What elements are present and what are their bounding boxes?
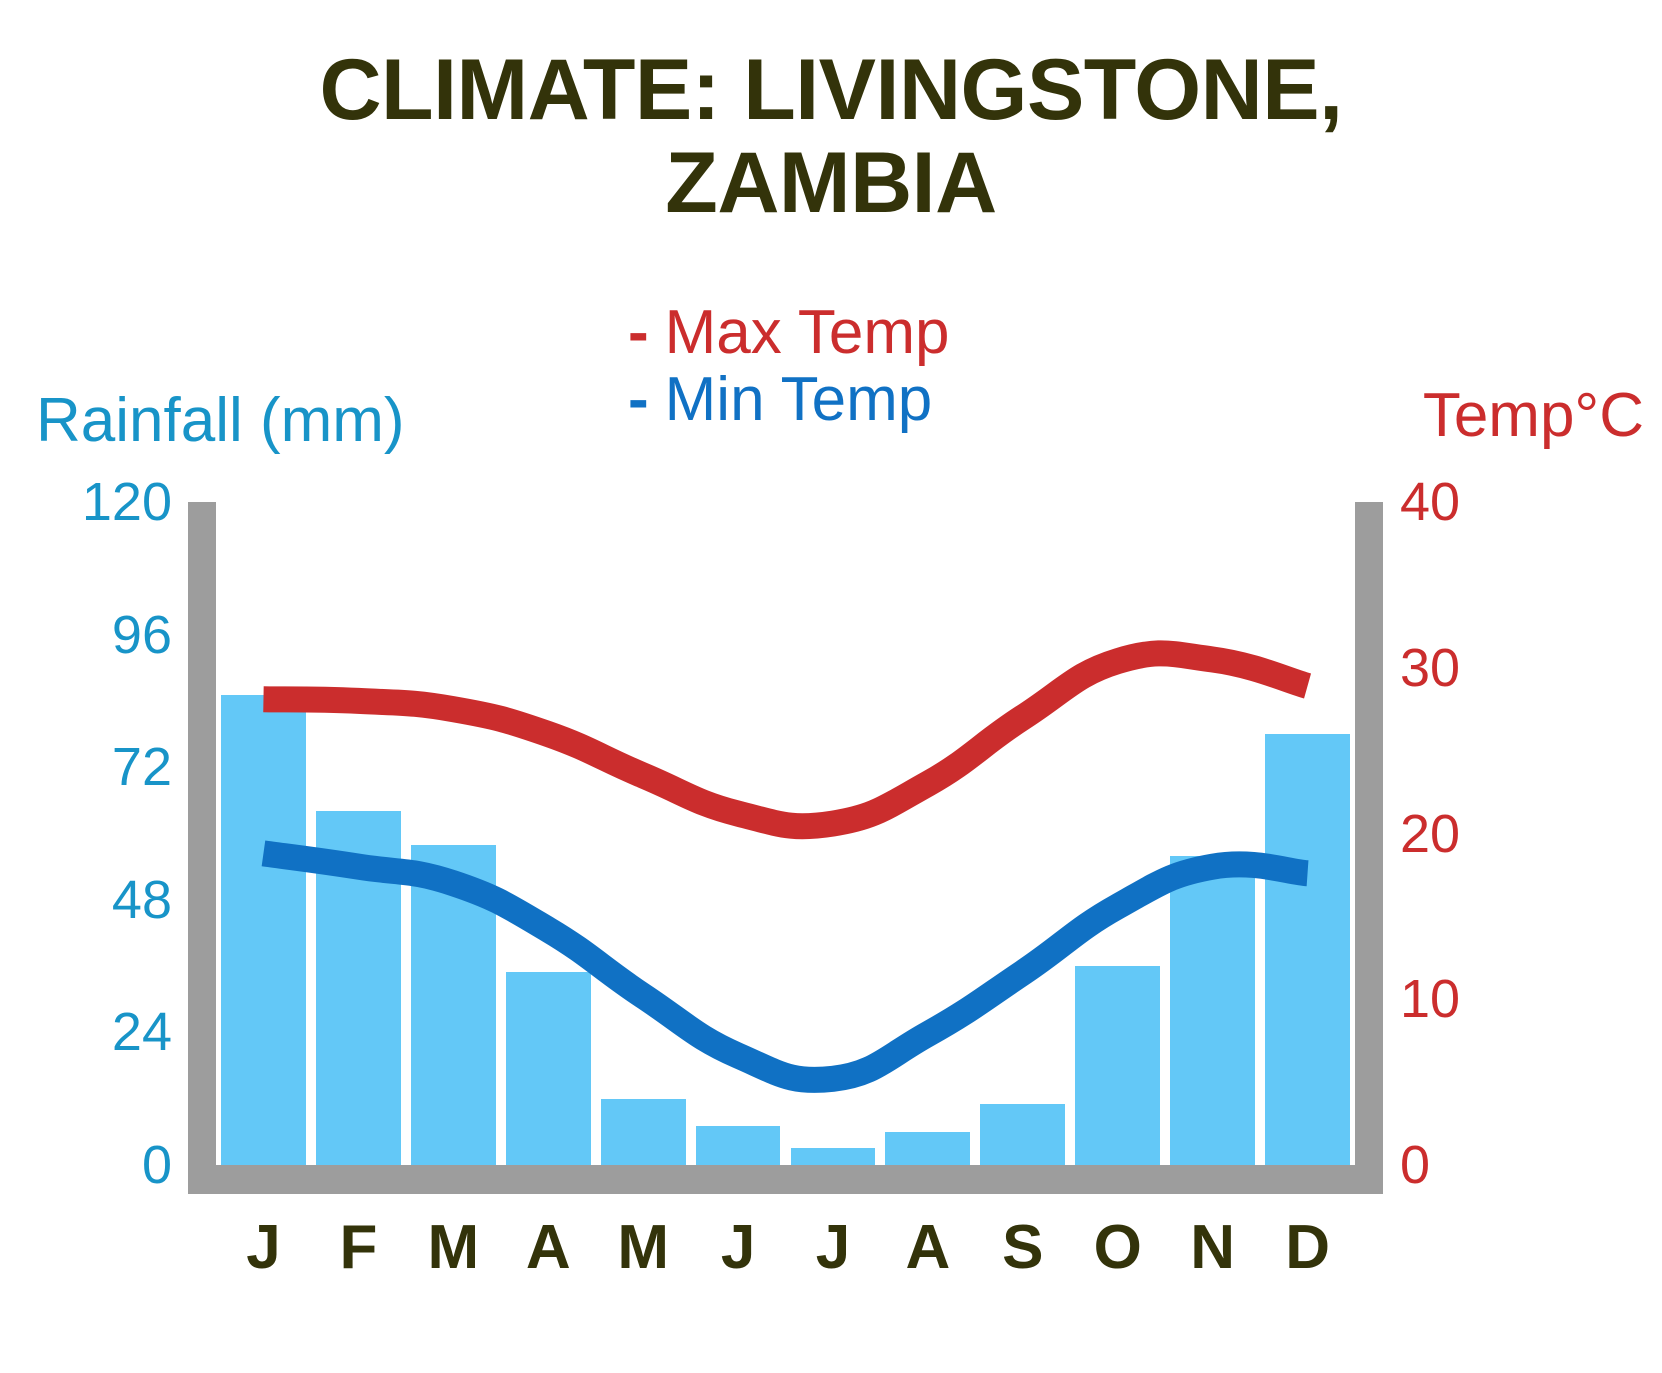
legend-item-min-temp: - Min Temp bbox=[628, 364, 1148, 434]
rainfall-bars bbox=[216, 502, 1355, 1165]
rainfall-bar-a-3 bbox=[505, 971, 591, 1165]
rainfall-bar-j-5 bbox=[695, 1126, 781, 1165]
month-label-11: D bbox=[1285, 1213, 1330, 1282]
month-label-7: A bbox=[905, 1213, 951, 1282]
left-axis-caption: Rainfall (mm) bbox=[36, 386, 405, 455]
bar-slot bbox=[216, 502, 311, 1165]
left-axis-tick-72: 72 bbox=[111, 737, 172, 798]
legend-label-max-temp: Max Temp bbox=[664, 298, 950, 367]
rainfall-bar-n-10 bbox=[1170, 855, 1256, 1165]
rainfall-bar-a-7 bbox=[885, 1131, 971, 1165]
month-label-6: J bbox=[815, 1213, 851, 1282]
page-title: CLIMATE: LIVINGSTONE, ZAMBIA bbox=[319, 42, 1343, 231]
month-label-5: J bbox=[720, 1213, 756, 1282]
right-axis-tick-10: 10 bbox=[1400, 969, 1461, 1030]
month-label-9: O bbox=[1093, 1213, 1142, 1282]
bar-slot bbox=[596, 502, 691, 1165]
left-axis-tick-48: 48 bbox=[111, 869, 172, 930]
bar-slot bbox=[691, 502, 786, 1165]
rainfall-bar-j-6 bbox=[790, 1148, 876, 1165]
bar-slot bbox=[501, 502, 596, 1165]
left-axis-bar bbox=[188, 502, 216, 1165]
right-axis-tick-40: 40 bbox=[1400, 472, 1461, 532]
right-axis-tick-0: 0 bbox=[1400, 1135, 1431, 1195]
bar-slot bbox=[1260, 502, 1355, 1165]
right-axis-bar bbox=[1355, 502, 1383, 1165]
bar-slot bbox=[975, 502, 1070, 1165]
legend-label-min-temp: Min Temp bbox=[664, 364, 933, 434]
bar-slot bbox=[1070, 502, 1165, 1165]
rainfall-bar-m-2 bbox=[410, 844, 496, 1165]
month-label-8: S bbox=[1002, 1213, 1044, 1282]
rainfall-bar-o-9 bbox=[1075, 966, 1161, 1165]
rainfall-bar-s-8 bbox=[980, 1104, 1066, 1165]
right-axis-tick-20: 20 bbox=[1400, 803, 1461, 864]
bottom-axis-bar bbox=[188, 1165, 1383, 1194]
month-label-2: M bbox=[427, 1213, 480, 1282]
chart-legend: - Max Temp - Min Temp bbox=[628, 298, 1148, 434]
right-axis-tick-30: 30 bbox=[1400, 637, 1461, 698]
legend-dash-min-icon: - bbox=[628, 364, 649, 434]
rainfall-bar-j-0 bbox=[221, 695, 306, 1165]
legend-dash-max-icon: - bbox=[628, 298, 649, 367]
bar-slot bbox=[406, 502, 501, 1165]
left-axis-tick-24: 24 bbox=[111, 1002, 172, 1063]
right-axis-caption: Temp°C bbox=[1422, 381, 1644, 450]
month-label-4: M bbox=[617, 1213, 669, 1282]
rainfall-bar-d-11 bbox=[1265, 734, 1350, 1165]
month-label-10: N bbox=[1190, 1213, 1236, 1282]
month-label-1: F bbox=[339, 1213, 378, 1282]
legend-item-max-temp: - Max Temp bbox=[628, 298, 1148, 367]
left-axis-tick-0: 0 bbox=[141, 1135, 172, 1195]
bar-slot bbox=[1165, 502, 1260, 1165]
left-axis-tick-96: 96 bbox=[111, 604, 172, 665]
bar-slot bbox=[786, 502, 881, 1165]
left-axis-tick-120: 120 bbox=[81, 472, 172, 532]
plot-frame bbox=[188, 494, 1383, 1194]
month-label-0: J bbox=[246, 1213, 281, 1282]
bar-slot bbox=[311, 502, 406, 1165]
month-label-3: A bbox=[525, 1213, 571, 1282]
bar-slot bbox=[880, 502, 975, 1165]
rainfall-bar-f-1 bbox=[315, 811, 401, 1165]
rainfall-bar-m-4 bbox=[600, 1098, 686, 1165]
